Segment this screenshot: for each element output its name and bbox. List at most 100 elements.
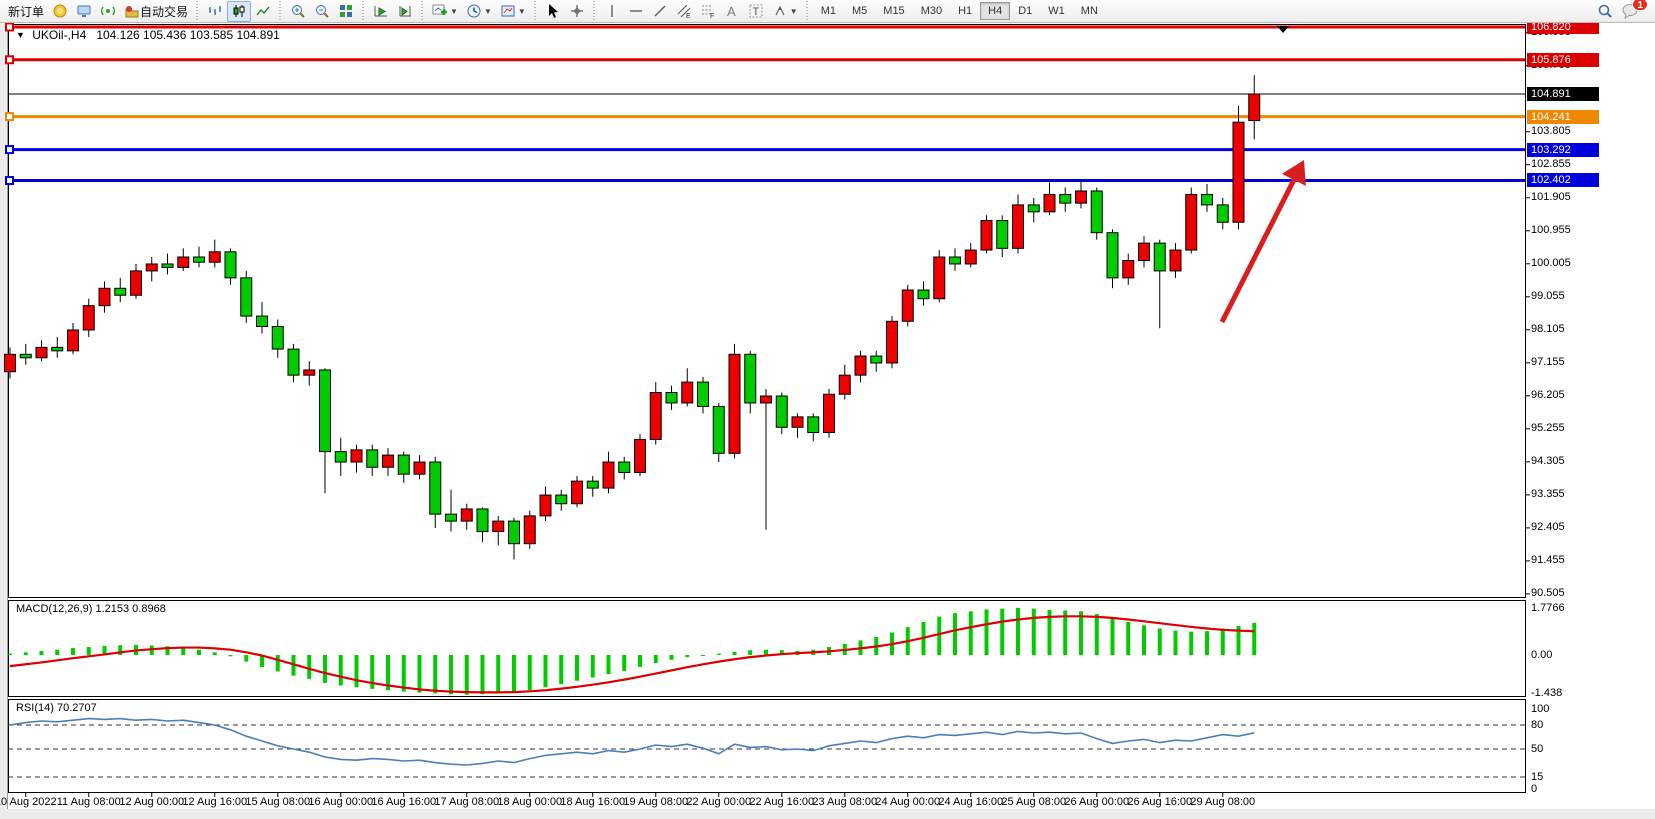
timeframe-button-W1[interactable]: W1 [1048,5,1065,17]
signals-button[interactable] [96,1,120,22]
gold-button[interactable] [48,1,72,22]
crosshair-button[interactable] [565,1,589,22]
candle-body [1043,193,1056,213]
crosshair-icon [569,3,585,19]
candle-body [665,392,678,404]
text-button[interactable]: A [720,1,744,22]
chevron-down-icon: ▼ [483,6,492,16]
timeframe-button-H1[interactable]: H1 [958,5,973,17]
timeframe-button-MN[interactable]: MN [1080,5,1098,17]
svg-text:F: F [710,13,714,19]
zoom-in-icon [290,3,306,19]
text-label-icon: T [748,3,764,19]
candle-body [429,461,442,515]
price-axis-badge: 105.876 [1527,52,1599,67]
hline-anchor [5,175,14,185]
candle-body [67,329,79,352]
candle-body [256,315,268,328]
macd-histogram-bar [543,655,548,688]
macd-histogram-bar [685,655,690,658]
new-order-button[interactable]: 新订单 [4,1,48,22]
timeframe-button-M30[interactable]: M30 [920,5,943,17]
cursor-button[interactable] [541,1,565,22]
svg-text:A: A [727,4,736,19]
periods-button[interactable]: ▼ [462,1,496,22]
indicators-button[interactable]: ▼ [428,1,462,22]
fibonacci-button[interactable]: F [696,1,720,22]
timeframe-button-D1[interactable]: D1 [1018,5,1033,17]
templates-button[interactable]: ▼ [496,1,530,22]
tile-windows-button[interactable] [334,1,358,22]
auto-trading-button[interactable]: 自动交易 [120,1,192,22]
timeframe-button-H4[interactable]: H4 [980,2,1011,20]
hline-anchor [5,112,14,122]
timeframe-button-M5[interactable]: M5 [852,5,868,17]
macd-label: MACD(12,26,9) 1.2153 0.8968 [16,603,166,615]
text-label-button[interactable]: T [744,1,768,22]
candle-body [728,353,741,454]
date-axis-label: 24 Aug 16:00 [938,796,1004,808]
candle-body [193,256,205,263]
rsi-axis-tick: 0 [1531,783,1538,795]
timeframe-button-M1[interactable]: M1 [820,5,836,17]
signals-icon [100,3,116,19]
macd-histogram-bar [1031,608,1036,655]
window-left-edge [0,23,8,819]
macd-histogram-bar [102,645,107,655]
macd-histogram-bar [1236,625,1241,655]
text-icon: A [724,3,740,19]
zoom-out-button[interactable] [310,1,334,22]
candle-body [712,405,725,454]
candle-body [634,438,646,473]
chat-button[interactable]: 1 [1617,0,1648,22]
toolbar-separator [803,1,811,21]
macd-histogram-bar [71,648,75,655]
date-axis-label: 19 Aug 08:00 [623,796,689,808]
candle-body [901,289,914,322]
trend-arrow-annotation [1219,174,1299,324]
macd-histogram-bar [590,655,595,678]
equidistant-channel-button[interactable]: E [672,1,696,22]
macd-histogram-bar [338,655,343,686]
search-icon [1597,3,1613,19]
collapse-triangle-icon[interactable]: ▼ [16,30,25,40]
search-button[interactable] [1593,1,1617,22]
timeframe-button-M15[interactable]: M15 [883,5,905,17]
candle-body [1106,232,1119,279]
line-chart-button[interactable] [251,1,275,22]
candle-body [413,461,426,475]
arrows-button[interactable]: ▼ [768,1,802,22]
rsi-axis-tick: 50 [1531,743,1544,755]
zoom-in-button[interactable] [286,1,310,22]
macd-histogram-bar [55,649,60,655]
candle-body [823,393,835,433]
macd-histogram-bar [1252,622,1257,655]
date-axis-label: 26 Aug 16:00 [1127,796,1193,808]
candlestick-chart-button[interactable] [227,0,252,22]
bar-chart-icon [207,3,223,19]
macd-histogram-bar [323,655,327,683]
candle-body [854,355,867,376]
candle-body [350,449,363,463]
candle-body [1122,259,1135,279]
chart-shift-button[interactable] [393,1,417,22]
terminal-button[interactable] [72,1,96,22]
macd-histogram-bar [39,651,44,655]
arrows-icon [772,3,788,19]
candle-body [760,395,772,404]
trendline-button[interactable] [648,1,672,22]
macd-histogram-bar [480,655,485,695]
toolbar-separator [419,1,427,21]
vertical-line-icon [604,3,620,19]
tile-windows-icon [338,3,354,19]
bar-chart-button[interactable] [203,1,227,22]
date-axis-label: 16 Aug 00:00 [308,796,374,808]
macd-histogram-bar [1079,611,1083,655]
date-axis-label: 23 Aug 08:00 [812,796,878,808]
candle-body [287,348,300,376]
horizontal-line-button[interactable] [624,1,648,22]
candle-body [523,515,536,545]
auto-scroll-button[interactable] [369,1,393,22]
vertical-line-button[interactable] [600,1,624,22]
